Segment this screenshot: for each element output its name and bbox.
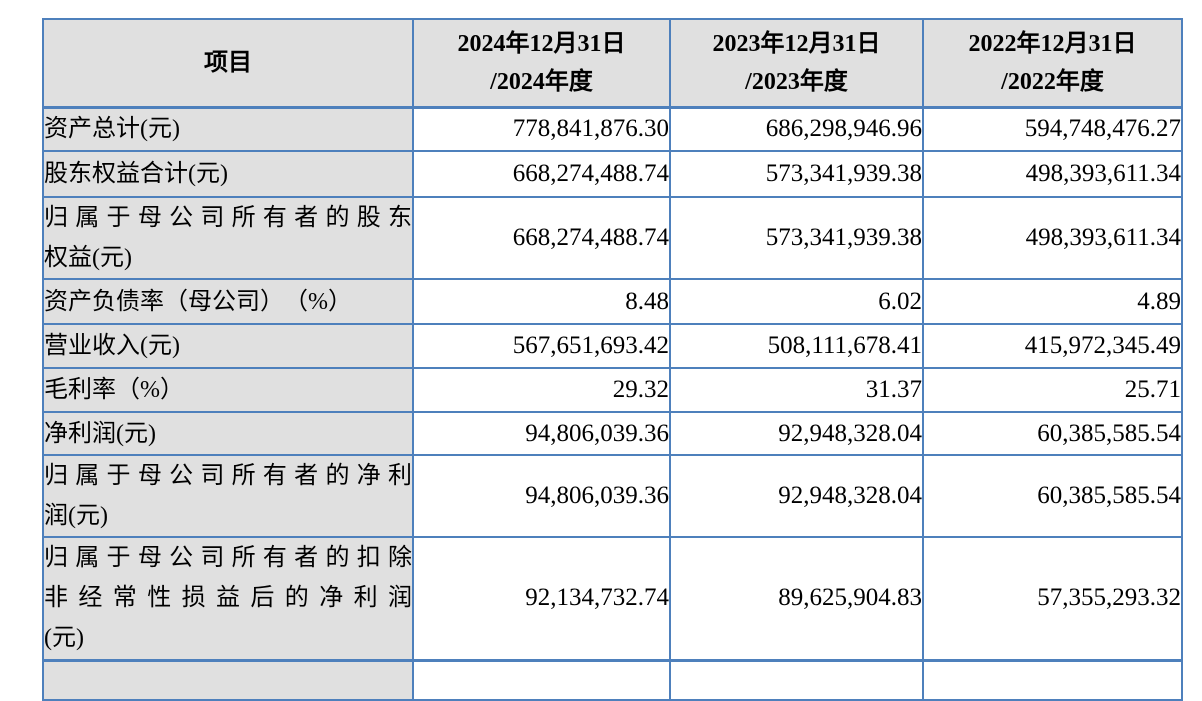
row-label: 资产总计(元)	[42, 106, 414, 152]
cell-value-2024: 8.48	[412, 278, 671, 325]
header-cell-item: 项目	[42, 18, 414, 109]
header-period-line2: /2023年度	[745, 68, 848, 95]
cell-value-2024: 668,274,488.74	[412, 150, 671, 198]
header-period-line1: 2023年12月31日	[712, 30, 881, 57]
cell-value-2024: 92,134,732.74	[412, 536, 671, 661]
header-cell-period-2023: 2023年12月31日 /2023年度	[669, 18, 924, 109]
cell-value-2023: 31.37	[669, 367, 924, 413]
table-row-net-profit: 净利润(元) 94,806,039.36 92,948,328.04 60,38…	[42, 411, 1183, 456]
table-row-partial-clipped	[42, 658, 1183, 701]
cell-value-2023: 508,111,678.41	[669, 323, 924, 369]
header-item-label: 项目	[204, 49, 252, 76]
header-period-line2: /2024年度	[490, 68, 593, 95]
row-label-text: 润(元)	[44, 503, 108, 529]
header-period-line1: 2022年12月31日	[968, 30, 1137, 57]
row-label: 毛利率（%）	[42, 367, 414, 413]
cell-value-2022: 25.71	[922, 367, 1183, 413]
table-row-total-equity: 股东权益合计(元) 668,274,488.74 573,341,939.38 …	[42, 150, 1183, 198]
header-cell-period-2024: 2024年12月31日 /2024年度	[412, 18, 671, 109]
row-label-text: 归属于母公司所有者的扣除	[44, 545, 412, 572]
row-label: 股东权益合计(元)	[42, 150, 414, 198]
cell-value-2024: 668,274,488.74	[412, 196, 671, 280]
cell-value-2024	[412, 658, 671, 701]
financial-summary-table-wrap: 项目 2024年12月31日 /2024年度 2023年12月31日 /2023…	[42, 18, 1183, 701]
header-cell-period-2022: 2022年12月31日 /2022年度	[922, 18, 1183, 109]
row-label: 净利润(元)	[42, 411, 414, 456]
header-period-line2: /2022年度	[1001, 68, 1104, 95]
cell-value-2023: 686,298,946.96	[669, 106, 924, 152]
table-row-equity-attributable-to-parent: 归属于母公司所有者的股东 权益(元) 668,274,488.74 573,34…	[42, 196, 1183, 280]
cell-value-2022: 415,972,345.49	[922, 323, 1183, 369]
cell-value-2024: 29.32	[412, 367, 671, 413]
cell-value-2023: 89,625,904.83	[669, 536, 924, 661]
row-label-text: 股东权益合计(元)	[44, 161, 228, 187]
cell-value-2022: 60,385,585.54	[922, 454, 1183, 538]
table-row-net-profit-attributable-to-parent: 归属于母公司所有者的净利 润(元) 94,806,039.36 92,948,3…	[42, 454, 1183, 538]
cell-value-2023: 573,341,939.38	[669, 150, 924, 198]
row-label: 归属于母公司所有者的净利 润(元)	[42, 454, 414, 538]
row-label: 资产负债率（母公司） （%）	[42, 278, 414, 325]
row-label-text: 非经常性损益后的净利润	[44, 585, 412, 612]
row-label-text: (元)	[44, 625, 84, 652]
row-label-text: 归属于母公司所有者的股东	[44, 205, 412, 231]
row-label: 归属于母公司所有者的扣除 非经常性损益后的净利润 (元)	[42, 536, 414, 661]
row-label: 营业收入(元)	[42, 323, 414, 369]
cell-value-2022: 594,748,476.27	[922, 106, 1183, 152]
row-label-text: 权益(元)	[44, 245, 132, 271]
table-row-total-assets: 资产总计(元) 778,841,876.30 686,298,946.96 59…	[42, 106, 1183, 152]
cell-value-2023: 573,341,939.38	[669, 196, 924, 280]
cell-value-2023: 6.02	[669, 278, 924, 325]
cell-value-2024: 778,841,876.30	[412, 106, 671, 152]
row-label-text: 归属于母公司所有者的净利	[44, 463, 412, 489]
cell-value-2024: 567,651,693.42	[412, 323, 671, 369]
row-label-text: 净利润(元)	[44, 420, 156, 447]
row-label-text: 营业收入(元)	[44, 333, 180, 359]
cell-value-2023: 92,948,328.04	[669, 411, 924, 456]
cell-value-2022: 60,385,585.54	[922, 411, 1183, 456]
table-row-operating-revenue: 营业收入(元) 567,651,693.42 508,111,678.41 41…	[42, 323, 1183, 369]
cell-value-2022	[922, 658, 1183, 701]
cell-value-2023: 92,948,328.04	[669, 454, 924, 538]
cell-value-2022: 498,393,611.34	[922, 150, 1183, 198]
row-label-text: 毛利率（%）	[44, 377, 184, 403]
cell-value-2024: 94,806,039.36	[412, 411, 671, 456]
table-header-row: 项目 2024年12月31日 /2024年度 2023年12月31日 /2023…	[42, 18, 1183, 109]
cell-value-2022: 57,355,293.32	[922, 536, 1183, 661]
financial-summary-table: 项目 2024年12月31日 /2024年度 2023年12月31日 /2023…	[42, 18, 1183, 701]
cell-value-2023	[669, 658, 924, 701]
cell-value-2022: 4.89	[922, 278, 1183, 325]
row-label: 归属于母公司所有者的股东 权益(元)	[42, 196, 414, 280]
table-row-asset-liability-ratio: 资产负债率（母公司） （%） 8.48 6.02 4.89	[42, 278, 1183, 325]
row-label-text: 资产负债率（母公司） （%）	[44, 288, 352, 315]
cell-value-2022: 498,393,611.34	[922, 196, 1183, 280]
cell-value-2024: 94,806,039.36	[412, 454, 671, 538]
table-row-net-profit-excluding-nonrecurring: 归属于母公司所有者的扣除 非经常性损益后的净利润 (元) 92,134,732.…	[42, 536, 1183, 661]
row-label-text: 资产总计(元)	[44, 116, 180, 143]
table-row-gross-margin: 毛利率（%） 29.32 31.37 25.71	[42, 367, 1183, 413]
header-period-line1: 2024年12月31日	[457, 30, 626, 57]
row-label	[42, 658, 414, 701]
